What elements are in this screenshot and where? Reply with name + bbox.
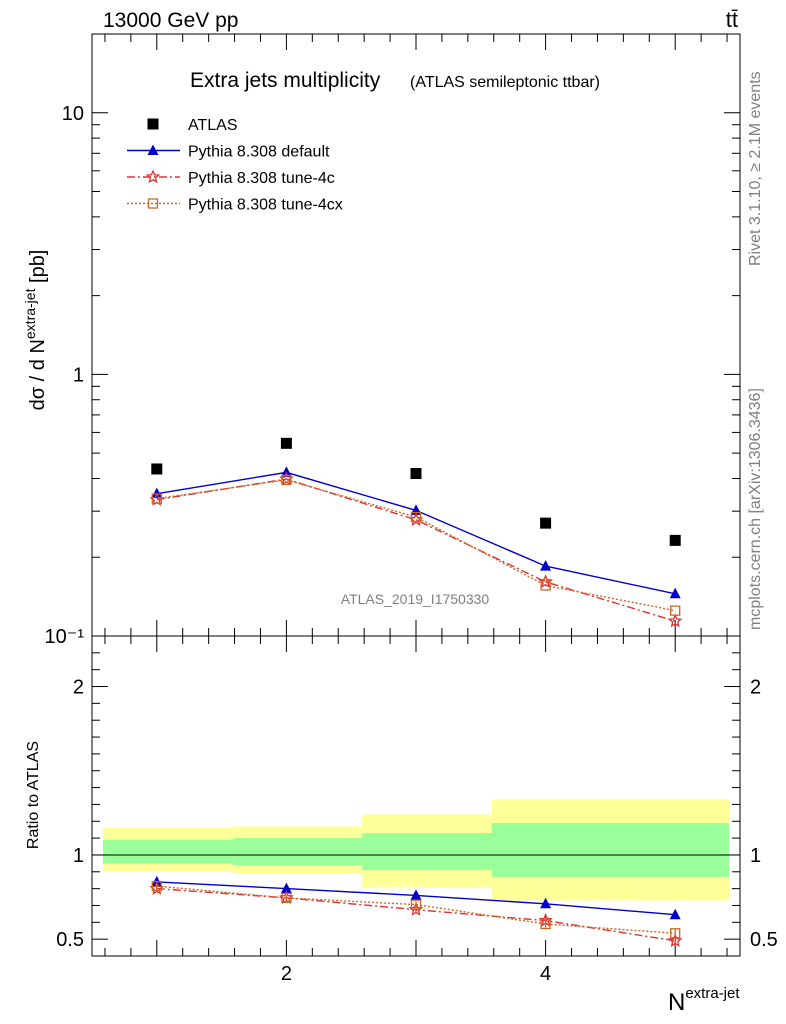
data-point: [667, 613, 683, 628]
series-line: [156, 471, 676, 595]
legend-label: Pythia 8.308 tune-4c: [188, 170, 335, 187]
uncertainty-band-green: [362, 833, 492, 871]
y-axis-label-sup: extra-jet: [22, 288, 38, 339]
data-point: [540, 580, 551, 591]
x-tick-label: 4: [540, 963, 551, 985]
y-tick-label: 2: [73, 677, 84, 699]
data-point: [151, 493, 162, 504]
uncertainty-band-green: [491, 822, 729, 877]
data-point: [540, 560, 552, 571]
data-point: [669, 587, 681, 599]
ratio-point: [280, 882, 292, 894]
chart-subtitle: (ATLAS semileptonic ttbar): [410, 74, 600, 91]
data-point: [670, 605, 681, 616]
y-axis-label-unit: [pb]: [27, 250, 49, 289]
series-0: [151, 437, 681, 546]
series-1: [151, 466, 681, 599]
chart-title: Extra jets multiplicity: [190, 69, 381, 92]
ratio-point: [667, 933, 683, 948]
header-left: 13000 GeV pp: [103, 9, 238, 32]
ratio-series-0: [151, 875, 681, 920]
x-axis-label-main: N: [668, 989, 685, 1016]
ratio-point: [670, 928, 681, 939]
rivet-label: Rivet 3.1.10, ≥ 2.1M events: [747, 71, 764, 266]
y-axis-label: dσ / d Nextra-jet [pb]: [22, 250, 49, 411]
data-point: [151, 463, 163, 475]
uncertainty-band-green: [232, 838, 363, 866]
series-line: [156, 479, 676, 612]
ratio-point: [669, 908, 681, 920]
ratio-panel-frame: [91, 635, 741, 957]
main-panel: 10⁻¹ 1 10 Extra jets multiplicity (ATLAS s…: [22, 33, 741, 648]
mcplots-label: mcplots.cern.ch [arXiv:1306.3436]: [747, 388, 764, 630]
x-tick-label: 2: [281, 963, 292, 985]
legend-marker: [145, 169, 161, 184]
data-point: [410, 511, 422, 523]
data-point: [669, 534, 681, 546]
data-point: [280, 437, 292, 449]
legend-label: Pythia 8.308 tune-4cx: [188, 197, 343, 214]
series-3: [151, 474, 681, 616]
legend: ATLAS Pythia 8.308 default Pythia 8.308 tu…: [127, 117, 343, 214]
ratio-series-2: [151, 880, 681, 939]
data-point: [410, 467, 422, 479]
y-tick-label: 1: [73, 845, 84, 867]
uncertainty-band-green: [103, 839, 233, 864]
header-right: tt̄: [726, 7, 738, 32]
legend-marker: [147, 118, 159, 130]
y-tick-label: 10: [62, 103, 84, 125]
legend-marker: [147, 198, 159, 209]
y-tick-label-right: 1: [750, 845, 761, 867]
y-tick-label: 10⁻¹: [45, 626, 85, 648]
ratio-point: [410, 899, 422, 910]
watermark: ATLAS_2019_I1750330: [341, 591, 490, 607]
ratio-point: [410, 889, 422, 900]
data-point: [281, 474, 292, 486]
y-tick-label: 0.5: [56, 929, 84, 951]
y-tick-label-right: 2: [750, 677, 761, 699]
data-point: [540, 517, 552, 529]
ratio-panel: 0.5 0.5 1 1 2 2 2 4 Ratio to ATLAS Nextra-jet: [25, 635, 778, 1016]
legend-label: ATLAS: [188, 117, 238, 134]
ratio-point: [540, 918, 551, 930]
data-point: [538, 574, 553, 589]
y-axis-label-main: dσ / d N: [27, 339, 49, 410]
ratio-axis-label: Ratio to ATLAS: [25, 741, 42, 849]
legend-marker: [147, 144, 159, 155]
y-tick-label-right: 0.5: [750, 929, 778, 951]
x-axis-label: Nextra-jet: [668, 985, 740, 1016]
legend-label: Pythia 8.308 default: [188, 144, 330, 161]
series-line: [156, 478, 676, 622]
y-tick-label: 1: [73, 364, 84, 386]
x-axis-label-sup: extra-jet: [685, 985, 740, 1002]
ratio-point: [151, 880, 162, 892]
ratio-point: [540, 897, 552, 909]
ratio-point: [281, 892, 292, 904]
